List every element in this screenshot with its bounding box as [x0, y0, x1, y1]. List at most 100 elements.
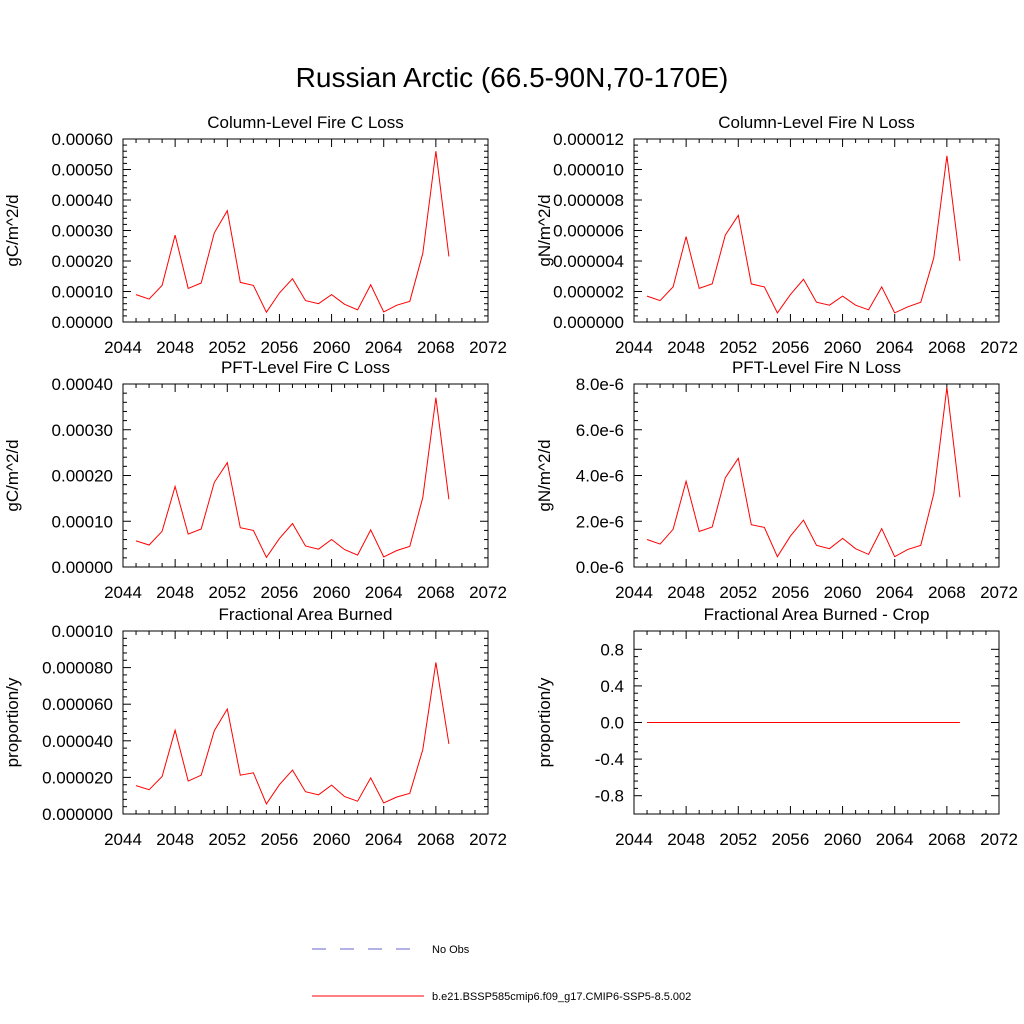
- x-tick-label: 2072: [469, 338, 507, 357]
- chart-panel-1: Column-Level Fire C Loss gC/m^2/d 2044 2048…: [3, 113, 507, 357]
- y-tick-label: 0.00000: [52, 313, 113, 332]
- plot-frame: [122, 138, 489, 323]
- x-tick-label: 2068: [928, 583, 966, 602]
- chart-panels: Column-Level Fire C Loss gC/m^2/d 2044 2048…: [3, 113, 1018, 849]
- y-axis-label: gN/m^2/d: [535, 194, 554, 266]
- chart-panel-6: Fractional Area Burned - Crop proportion/…: [535, 605, 1018, 849]
- y-tick-label: 0.8: [600, 640, 624, 659]
- panel-title: PFT-Level Fire N Loss: [732, 358, 901, 377]
- x-tick-label: 2064: [365, 583, 403, 602]
- x-tick-label: 2072: [980, 338, 1018, 357]
- x-tick-label: 2056: [261, 830, 299, 849]
- x-tick-label: 2068: [417, 338, 455, 357]
- y-tick-label: 0.000080: [42, 659, 113, 678]
- legend-obs-label: No Obs: [432, 944, 470, 956]
- series-line: [646, 155, 961, 314]
- x-tick-label: 2072: [980, 830, 1018, 849]
- x-tick-label: 2044: [104, 583, 142, 602]
- legend: No Obs b.e21.BSSP585cmip6.f09_g17.CMIP6-…: [312, 944, 691, 1003]
- y-tick-label: 2.0e-6: [576, 512, 624, 531]
- y-axis-label: proportion/y: [535, 677, 554, 767]
- x-tick-label: 2064: [365, 338, 403, 357]
- y-tick-label: 0.000000: [553, 313, 624, 332]
- x-tick-label: 2064: [876, 583, 914, 602]
- y-tick-label: 0.000000: [42, 805, 113, 824]
- x-tick-label: 2048: [156, 830, 194, 849]
- x-tick-label: 2044: [615, 583, 653, 602]
- y-tick-label: 0.0: [600, 714, 624, 733]
- y-tick-label: 0.000006: [553, 222, 624, 241]
- chart-panel-4: PFT-Level Fire N Loss gN/m^2/d 2044 2048 205…: [535, 358, 1018, 602]
- y-tick-label: 0.00060: [52, 130, 113, 149]
- y-tick-label: 8.0e-6: [576, 375, 624, 394]
- y-tick-label: 0.00030: [52, 222, 113, 241]
- x-tick-label: 2072: [469, 583, 507, 602]
- series-line: [135, 151, 450, 314]
- x-tick-label: 2064: [876, 338, 914, 357]
- plot-frame: [633, 138, 1000, 323]
- x-tick-label: 2072: [980, 583, 1018, 602]
- x-tick-label: 2060: [824, 830, 862, 849]
- x-tick-label: 2056: [261, 583, 299, 602]
- x-tick-label: 2060: [824, 583, 862, 602]
- x-tick-label: 2056: [772, 338, 810, 357]
- panel-title: Fractional Area Burned - Crop: [704, 605, 930, 624]
- x-tick-label: 2068: [417, 583, 455, 602]
- y-tick-label: -0.8: [595, 787, 624, 806]
- x-tick-label: 2048: [667, 338, 705, 357]
- y-axis-label: gC/m^2/d: [3, 194, 22, 266]
- y-tick-label: 0.00020: [52, 467, 113, 486]
- x-tick-label: 2068: [928, 338, 966, 357]
- y-tick-label: 0.00010: [52, 283, 113, 302]
- figure-title: Russian Arctic (66.5-90N,70-170E): [295, 62, 729, 93]
- y-tick-label: 0.000040: [42, 732, 113, 751]
- x-tick-label: 2048: [667, 830, 705, 849]
- y-tick-label: 4.0e-6: [576, 467, 624, 486]
- y-tick-label: 0.0e-6: [576, 558, 624, 577]
- legend-model-label: b.e21.BSSP585cmip6.f09_g17.CMIP6-SSP5-8.…: [432, 991, 691, 1003]
- y-tick-label: 0.000008: [553, 191, 624, 210]
- y-axis-label: proportion/y: [3, 677, 22, 767]
- y-tick-label: 0.000012: [553, 130, 624, 149]
- series-line: [135, 662, 450, 805]
- x-tick-label: 2044: [104, 338, 142, 357]
- x-tick-label: 2056: [772, 830, 810, 849]
- y-tick-label: 0.00040: [52, 191, 113, 210]
- x-tick-label: 2048: [156, 338, 194, 357]
- y-axis-label: gC/m^2/d: [3, 439, 22, 511]
- x-tick-label: 2068: [928, 830, 966, 849]
- x-tick-label: 2064: [365, 830, 403, 849]
- series-line: [135, 397, 450, 559]
- y-tick-label: 6.0e-6: [576, 421, 624, 440]
- x-tick-label: 2044: [615, 338, 653, 357]
- x-tick-label: 2052: [719, 338, 757, 357]
- chart-panel-5: Fractional Area Burned proportion/y 2044 20…: [3, 605, 507, 849]
- x-tick-label: 2056: [772, 583, 810, 602]
- y-tick-label: 0.00030: [52, 421, 113, 440]
- x-tick-label: 2048: [156, 583, 194, 602]
- panel-title: PFT-Level Fire C Loss: [221, 358, 390, 377]
- x-tick-label: 2060: [313, 583, 351, 602]
- y-tick-label: 0.00010: [52, 622, 113, 641]
- x-tick-label: 2052: [208, 830, 246, 849]
- y-tick-label: 0.00010: [52, 512, 113, 531]
- x-tick-label: 2044: [615, 830, 653, 849]
- y-tick-label: -0.4: [595, 750, 624, 769]
- panel-title: Fractional Area Burned: [219, 605, 393, 624]
- panel-title: Column-Level Fire N Loss: [718, 113, 915, 132]
- y-tick-label: 0.000060: [42, 695, 113, 714]
- plot-frame: [122, 383, 489, 568]
- plot-frame: [122, 630, 489, 815]
- y-tick-label: 0.000004: [553, 252, 624, 271]
- y-tick-label: 0.00000: [52, 558, 113, 577]
- y-tick-label: 0.000020: [42, 768, 113, 787]
- x-tick-label: 2052: [208, 338, 246, 357]
- series-line: [646, 387, 961, 558]
- x-tick-label: 2060: [313, 830, 351, 849]
- y-tick-label: 0.00020: [52, 252, 113, 271]
- x-tick-label: 2052: [719, 830, 757, 849]
- x-tick-label: 2060: [824, 338, 862, 357]
- x-tick-label: 2056: [261, 338, 299, 357]
- x-tick-label: 2060: [313, 338, 351, 357]
